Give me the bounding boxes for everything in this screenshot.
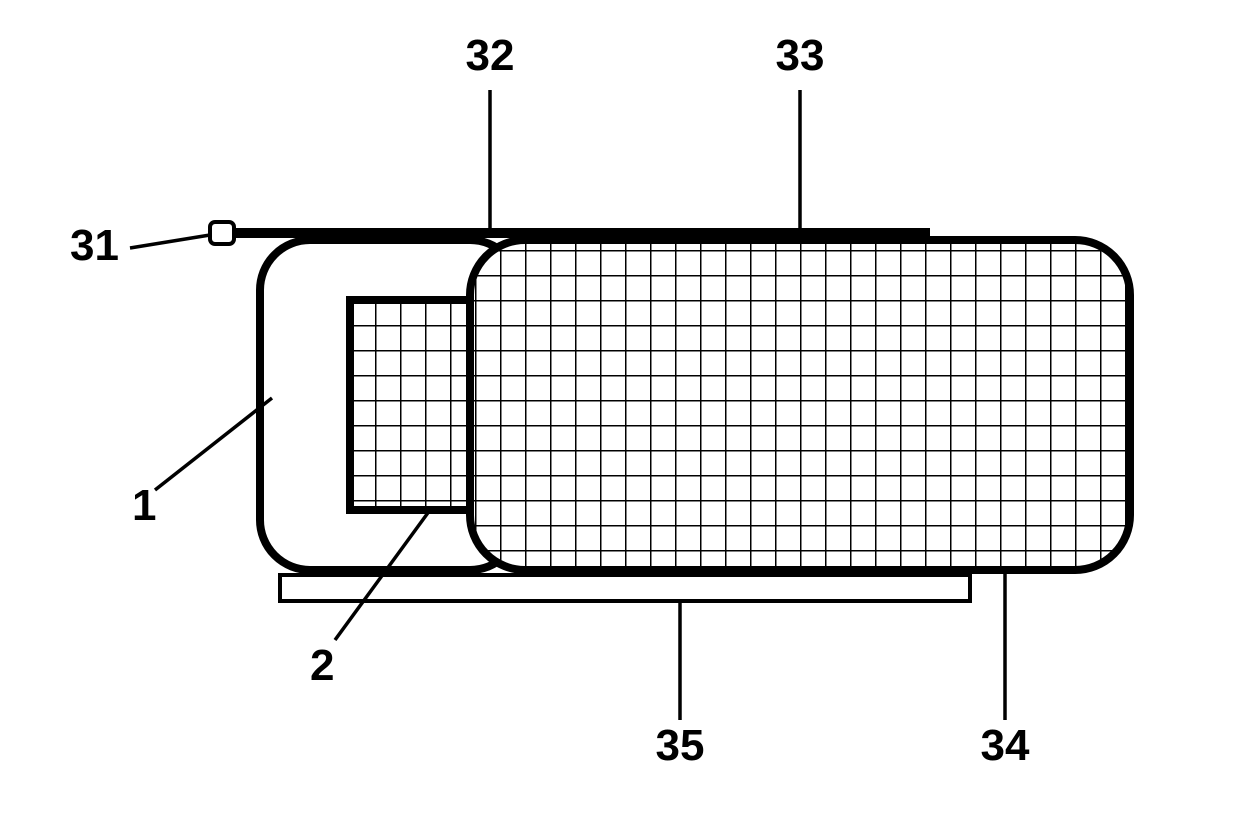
leader-31 [130,235,210,248]
top-bar [230,228,930,238]
top-knob [210,222,234,244]
leader-1 [155,398,272,490]
label-35: 35 [656,721,705,770]
label-33: 33 [776,31,825,80]
label-1: 1 [132,481,156,530]
label-32: 32 [466,31,515,80]
diagram-root [210,222,1130,601]
label-31: 31 [70,221,119,270]
label-2: 2 [310,641,334,690]
label-34: 34 [981,721,1030,770]
bottom-bar [280,575,970,601]
big-mesh-rect [470,240,1130,570]
